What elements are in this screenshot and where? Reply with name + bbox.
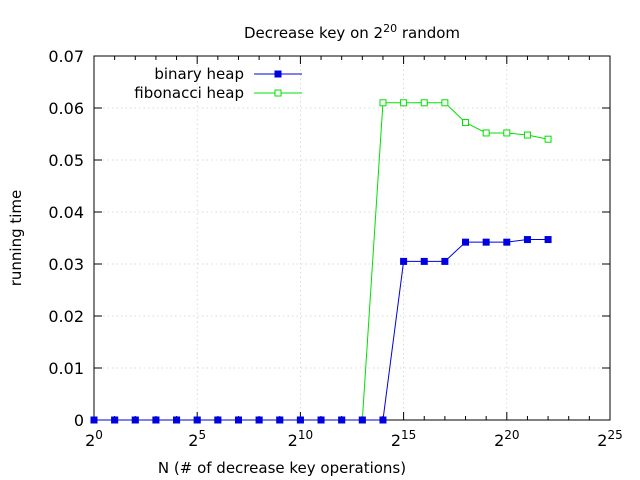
data-point-binary-heap xyxy=(338,416,346,424)
x-tick-base: 2 xyxy=(494,431,504,450)
data-point-binary-heap xyxy=(523,236,531,244)
series-line-binary-heap xyxy=(94,239,549,421)
x-tick-label: 20 xyxy=(85,428,103,450)
series-binary-heap xyxy=(90,236,552,424)
x-tick-label: 220 xyxy=(494,428,519,450)
data-point-binary-heap xyxy=(400,257,408,265)
y-tick-label: 0.04 xyxy=(48,203,84,222)
data-point-binary-heap xyxy=(358,416,366,424)
x-axis-label: N (# of decrease key operations) xyxy=(158,459,406,477)
grid xyxy=(94,56,610,420)
data-point-binary-heap xyxy=(131,416,139,424)
data-point-fibonacci-heap xyxy=(441,99,449,107)
data-point-binary-heap xyxy=(482,238,490,246)
x-tick-base: 2 xyxy=(597,431,607,450)
chart-title-tail: random xyxy=(397,24,460,42)
x-tick-exponent: 5 xyxy=(198,428,206,442)
x-tick-exponent: 0 xyxy=(95,428,103,442)
data-point-binary-heap xyxy=(276,416,284,424)
series-fibonacci-heap xyxy=(90,99,552,424)
data-point-binary-heap xyxy=(441,257,449,265)
data-point-binary-heap xyxy=(255,416,263,424)
y-tick-label: 0 xyxy=(74,411,84,430)
legend-label-fibonacci-heap: fibonacci heap xyxy=(134,84,244,102)
data-point-binary-heap xyxy=(152,416,160,424)
data-point-binary-heap xyxy=(544,236,552,244)
x-tick-base: 2 xyxy=(288,431,298,450)
data-point-binary-heap xyxy=(296,416,304,424)
x-tick-exponent: 10 xyxy=(298,428,313,442)
data-point-binary-heap xyxy=(193,416,201,424)
y-tick-label: 0.03 xyxy=(48,255,84,274)
data-point-binary-heap xyxy=(420,257,428,265)
x-tick-label: 25 xyxy=(188,428,206,450)
x-tick-label: 215 xyxy=(391,428,416,450)
x-tick-exponent: 25 xyxy=(607,428,622,442)
data-point-binary-heap xyxy=(462,238,470,246)
data-point-fibonacci-heap xyxy=(420,99,428,107)
x-tick-base: 2 xyxy=(188,431,198,450)
x-tick-labels: 20 25 210 215 220 225 xyxy=(85,428,623,450)
chart-title: Decrease key on 220 random xyxy=(244,22,460,42)
data-point-binary-heap xyxy=(173,416,181,424)
data-point-fibonacci-heap xyxy=(544,135,552,143)
y-axis-label: running time xyxy=(7,190,25,287)
data-point-binary-heap xyxy=(111,416,119,424)
x-tick-label: 210 xyxy=(288,428,313,450)
legend-label-binary-heap: binary heap xyxy=(154,65,244,83)
series-line-fibonacci-heap xyxy=(94,102,549,421)
data-point-fibonacci-heap xyxy=(523,131,531,139)
data-point-fibonacci-heap xyxy=(482,129,490,137)
legend-marker-binary-heap xyxy=(274,70,282,78)
x-tick-base: 2 xyxy=(391,431,401,450)
data-point-binary-heap xyxy=(503,238,511,246)
data-point-fibonacci-heap xyxy=(462,119,470,127)
y-tick-label: 0.07 xyxy=(48,47,84,66)
data-point-binary-heap xyxy=(379,416,387,424)
x-tick-label: 225 xyxy=(597,428,622,450)
y-tick-labels: 0 0.01 0.02 0.03 0.04 0.05 0.06 0.07 xyxy=(48,47,84,430)
chart-title-sup: 20 xyxy=(383,22,397,35)
series-layer xyxy=(90,99,552,424)
data-point-binary-heap xyxy=(214,416,222,424)
legend-marker-fibonacci-heap xyxy=(274,89,282,97)
data-point-binary-heap xyxy=(317,416,325,424)
data-point-binary-heap xyxy=(234,416,242,424)
plot-frame xyxy=(93,55,611,421)
x-tick-exponent: 15 xyxy=(401,428,416,442)
ticks xyxy=(93,55,611,421)
data-point-fibonacci-heap xyxy=(503,129,511,137)
data-point-binary-heap xyxy=(90,416,98,424)
x-tick-base: 2 xyxy=(85,431,95,450)
data-point-fibonacci-heap xyxy=(379,99,387,107)
y-tick-label: 0.01 xyxy=(48,359,84,378)
y-tick-label: 0.06 xyxy=(48,99,84,118)
x-tick-exponent: 20 xyxy=(504,428,519,442)
y-tick-label: 0.02 xyxy=(48,307,84,326)
y-tick-label: 0.05 xyxy=(48,151,84,170)
data-point-fibonacci-heap xyxy=(400,99,408,107)
chart-title-text: Decrease key on 2 xyxy=(244,24,383,42)
